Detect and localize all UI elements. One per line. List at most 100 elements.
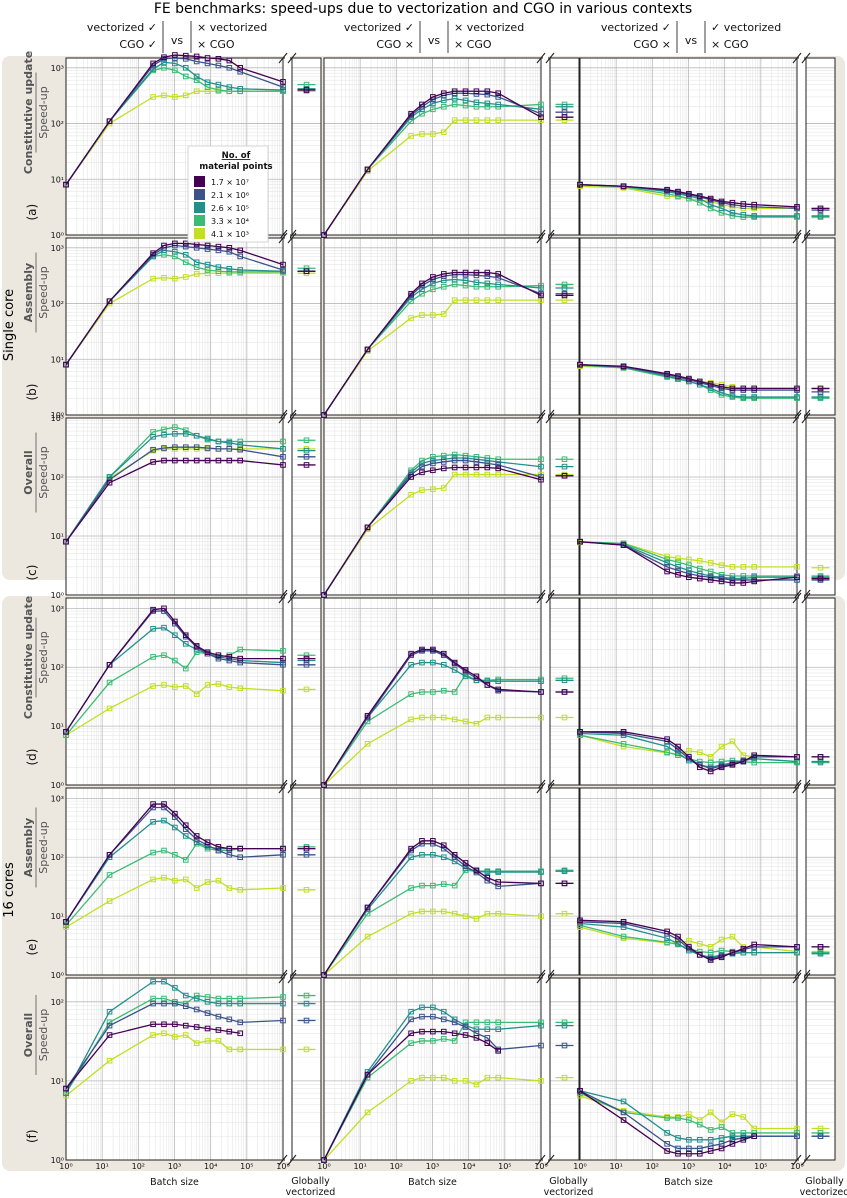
axis-break-mark <box>792 52 802 64</box>
data-point <box>729 1111 736 1117</box>
data-point <box>740 945 747 952</box>
data-point <box>430 106 436 113</box>
data-point <box>707 560 714 566</box>
data-point <box>495 271 501 277</box>
x-tick-label: 10⁶ <box>790 1162 803 1171</box>
axis-gap <box>799 976 804 1162</box>
data-point <box>740 758 747 765</box>
row-unit: Speed-up <box>37 446 50 498</box>
panel-background <box>580 598 835 785</box>
data-point <box>620 1109 627 1116</box>
data-point <box>484 283 491 290</box>
data-point <box>280 648 286 654</box>
data-point <box>484 1040 491 1046</box>
y-tick-label: 10⁰ <box>51 231 64 240</box>
panel-b1: 10⁰ 10¹ 10² 10³ <box>51 232 322 421</box>
global-point <box>817 1133 824 1139</box>
data-point <box>794 204 800 210</box>
x-tick-label: 10³ <box>168 1162 181 1171</box>
data-point <box>484 88 491 95</box>
x-tick-label: 10¹ <box>609 1162 622 1171</box>
data-point <box>106 1022 113 1029</box>
data-point <box>740 949 747 956</box>
data-point <box>686 1137 692 1143</box>
axis-break-mark <box>278 972 288 984</box>
data-point <box>664 1141 670 1147</box>
axis-break-mark <box>287 412 297 424</box>
data-point <box>63 729 69 735</box>
col-header-right-1: ✓ vectorized <box>711 21 781 34</box>
data-point <box>161 242 167 249</box>
x-tick-label: 10⁵ <box>498 1162 511 1171</box>
data-point <box>237 854 243 861</box>
data-point <box>364 712 371 719</box>
data-point <box>172 810 178 817</box>
data-point <box>237 886 243 893</box>
global-point <box>303 453 310 460</box>
data-point <box>215 243 222 250</box>
data-point <box>451 471 458 478</box>
global-axis-label: vectorized <box>544 1187 594 1198</box>
data-point <box>462 1078 469 1084</box>
data-point <box>150 1021 156 1028</box>
data-point <box>193 73 200 80</box>
panel-frame <box>323 57 580 236</box>
data-point <box>226 439 233 446</box>
data-point <box>462 297 469 303</box>
data-point <box>462 282 469 289</box>
y-tick-label: 10² <box>51 300 64 309</box>
x-tick-label: 10⁴ <box>204 1162 217 1171</box>
data-point <box>484 1026 491 1033</box>
data-point <box>321 232 327 238</box>
axis-break-mark <box>536 412 546 424</box>
data-point <box>440 845 447 852</box>
y-tick-label: 10¹ <box>51 722 64 731</box>
data-point <box>484 100 491 107</box>
data-point <box>182 992 189 999</box>
data-point <box>63 1085 69 1092</box>
data-point <box>696 557 703 564</box>
global-axis-label: vectorized <box>286 1187 336 1198</box>
data-point <box>462 471 469 478</box>
data-point <box>440 1074 447 1081</box>
data-point <box>718 743 725 750</box>
x-tick-label: 10² <box>390 1162 403 1171</box>
data-point <box>473 459 480 465</box>
data-point <box>226 845 233 852</box>
data-point <box>707 1148 714 1154</box>
axis-break-mark <box>545 412 555 424</box>
data-point <box>707 577 714 583</box>
global-point <box>561 1074 568 1081</box>
x-axis-label: Batch size <box>664 1177 713 1188</box>
data-point <box>686 570 692 577</box>
x-tick-label: 10⁵ <box>754 1162 767 1171</box>
panel-frame <box>65 417 322 596</box>
axis-break-mark <box>792 1154 802 1166</box>
group-label-single-core: Single core <box>2 289 17 361</box>
data-point <box>451 689 458 695</box>
data-point <box>473 1019 480 1026</box>
data-point <box>751 941 757 948</box>
data-point <box>440 129 447 135</box>
data-point <box>204 1025 211 1032</box>
global-point <box>303 845 310 852</box>
data-point <box>686 375 692 382</box>
data-point <box>664 370 670 377</box>
data-point <box>484 297 491 303</box>
data-point <box>182 240 189 247</box>
data-point <box>696 575 703 582</box>
data-point <box>106 1019 113 1026</box>
data-point <box>215 56 222 62</box>
data-point <box>215 457 222 464</box>
data-point <box>226 457 233 464</box>
column-headers: vectorized ✓CGO ✓ vs× vectorized× CGOvect… <box>87 21 781 53</box>
data-point <box>226 248 233 255</box>
series-line <box>65 1023 241 1089</box>
data-point <box>620 363 627 370</box>
data-point <box>193 444 200 450</box>
global-point <box>303 462 310 468</box>
panel-d3 <box>577 592 836 791</box>
data-point <box>106 852 113 858</box>
row-quantity-name: Overall <box>22 1013 35 1057</box>
data-point <box>495 281 501 288</box>
